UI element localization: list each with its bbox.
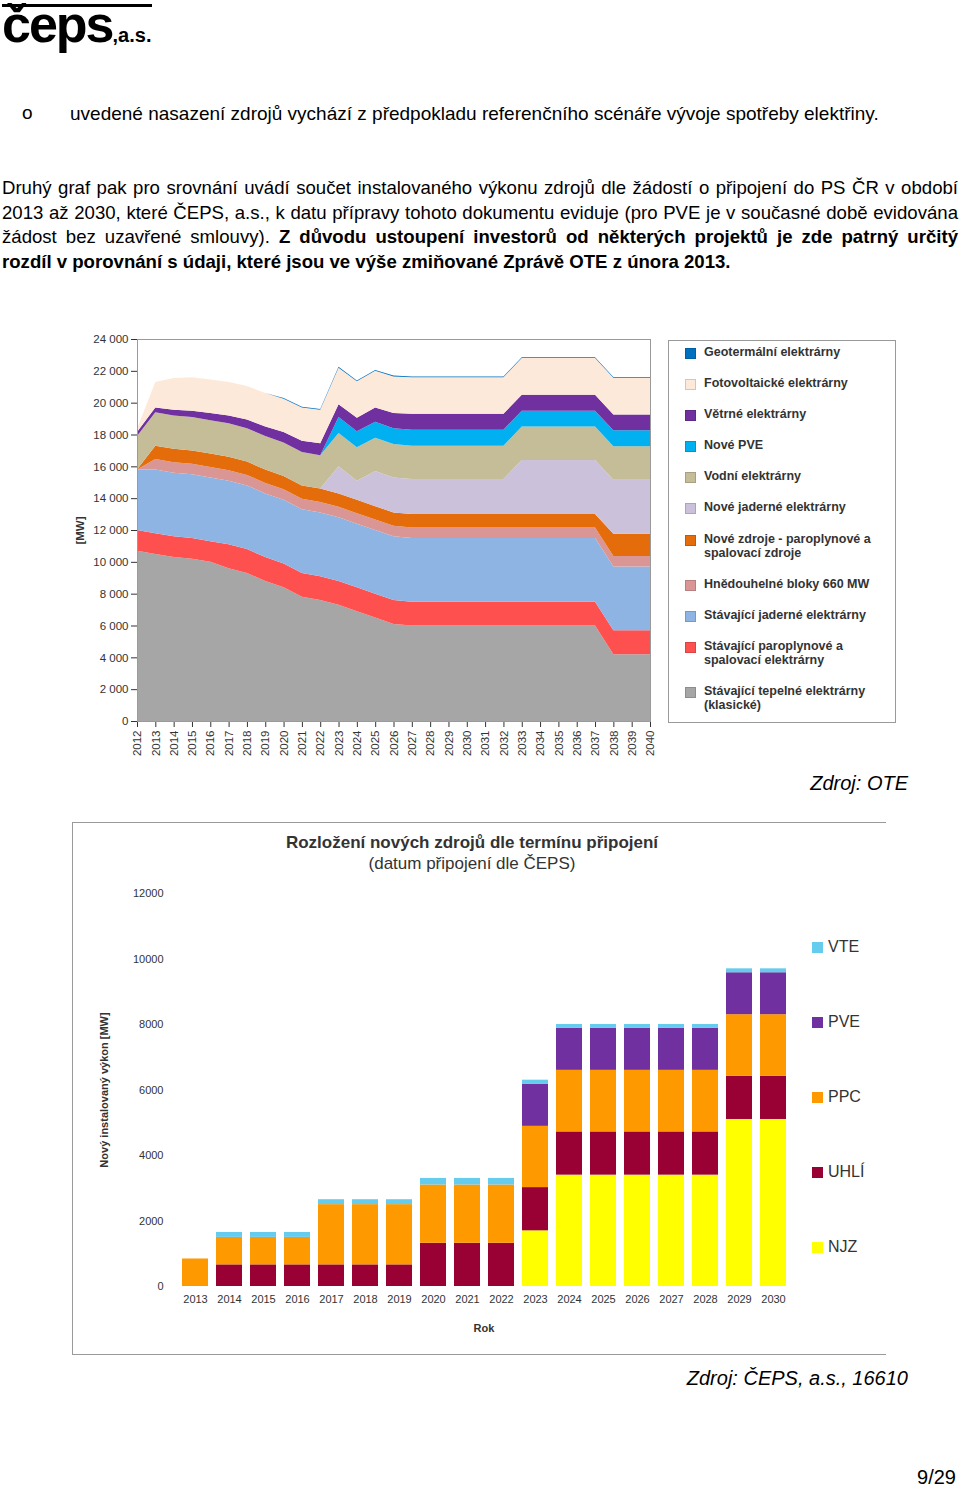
svg-text:2013: 2013	[150, 731, 162, 757]
svg-text:10000: 10000	[133, 953, 164, 965]
svg-text:2016: 2016	[204, 731, 216, 757]
svg-text:2018: 2018	[241, 731, 253, 757]
svg-text:20 000: 20 000	[93, 397, 128, 409]
svg-text:2012: 2012	[131, 731, 143, 757]
svg-text:2026: 2026	[625, 1293, 649, 1305]
svg-text:2014: 2014	[168, 730, 180, 756]
svg-text:2000: 2000	[139, 1215, 163, 1227]
svg-text:Nový instalovaný výkon [MW]: Nový instalovaný výkon [MW]	[98, 1012, 110, 1168]
svg-text:2016: 2016	[285, 1293, 309, 1305]
svg-text:0: 0	[157, 1280, 163, 1292]
svg-text:2040: 2040	[644, 731, 656, 757]
svg-text:2029: 2029	[727, 1293, 751, 1305]
svg-text:2026: 2026	[388, 731, 400, 757]
html-text:UHLÍ: UHLÍ	[828, 1163, 865, 1180]
svg-text:2025: 2025	[591, 1293, 615, 1305]
svg-text:2027: 2027	[406, 731, 418, 757]
html-text:Druhý graf pak pro srovnání uv: Druhý graf pak pro srovnání uvádí součet…	[2, 177, 958, 272]
svg-text:2013: 2013	[183, 1293, 207, 1305]
svg-text:24 000: 24 000	[93, 333, 128, 345]
svg-text:2028: 2028	[693, 1293, 717, 1305]
html-text:Stávající jaderné elektrárny: Stávající jaderné elektrárny	[704, 607, 866, 622]
html-text:Fotovoltaické elektrárny: Fotovoltaické elektrárny	[704, 376, 848, 391]
svg-text:2017: 2017	[319, 1293, 343, 1305]
html-text:Nové zdroje - paroplynové a sp: Nové zdroje - paroplynové a spalovací zd…	[704, 531, 871, 560]
svg-text:2034: 2034	[534, 730, 546, 756]
html-text:Stávající tepelné elektrárny (: Stávající tepelné elektrárny (klasické)	[704, 683, 866, 712]
html-text:Větrné elektrárny: Větrné elektrárny	[704, 407, 807, 422]
svg-text:16 000: 16 000	[93, 461, 128, 473]
svg-text:2 000: 2 000	[100, 683, 129, 695]
html-text:PPC: PPC	[828, 1088, 861, 1105]
svg-text:2028: 2028	[424, 731, 436, 757]
svg-text:8 000: 8 000	[100, 588, 129, 600]
html-text:Rozložení nových zdrojů dle te: Rozložení nových zdrojů dle termínu přip…	[285, 833, 659, 852]
html-text:Stávající paroplynové a spalov: Stávající paroplynové a spalovací elektr…	[704, 638, 843, 667]
svg-text:6 000: 6 000	[100, 620, 129, 632]
html-text:o: o	[22, 102, 33, 123]
svg-text:4 000: 4 000	[100, 652, 129, 664]
svg-text:[MW]: [MW]	[74, 516, 86, 544]
svg-text:2015: 2015	[186, 731, 198, 757]
html-text:Nové PVE: Nové PVE	[704, 438, 764, 453]
svg-text:2023: 2023	[523, 1293, 547, 1305]
html-text:Vodní elektrárny: Vodní elektrárny	[704, 469, 801, 484]
svg-text:2033: 2033	[516, 731, 528, 757]
html-text:Hnědouhelné bloky 660 MW: Hnědouhelné bloky 660 MW	[704, 576, 870, 591]
svg-text:2021: 2021	[296, 731, 308, 757]
svg-text:10 000: 10 000	[93, 556, 128, 568]
svg-text:6000: 6000	[139, 1084, 163, 1096]
svg-text:2015: 2015	[251, 1293, 275, 1305]
html-text:VTE: VTE	[828, 938, 860, 955]
svg-text:4000: 4000	[139, 1149, 163, 1161]
svg-text:0: 0	[122, 715, 128, 727]
html-text:NJZ: NJZ	[828, 1238, 858, 1255]
svg-text:2037: 2037	[589, 731, 601, 757]
html-text:uvedené nasazení zdrojů vycház: uvedené nasazení zdrojů vychází z předpo…	[70, 103, 879, 124]
svg-text:2020: 2020	[421, 1293, 445, 1305]
svg-text:2019: 2019	[259, 731, 271, 757]
svg-text:2036: 2036	[571, 731, 583, 757]
html-text:9/29: 9/29	[917, 1466, 956, 1488]
html-text:PVE: PVE	[828, 1013, 860, 1030]
svg-text:2014: 2014	[217, 1293, 241, 1305]
svg-text:8000: 8000	[139, 1018, 163, 1030]
html-text:Nové jaderné elektrárny: Nové jaderné elektrárny	[704, 500, 846, 515]
svg-text:2021: 2021	[455, 1293, 479, 1305]
svg-text:2025: 2025	[369, 731, 381, 757]
svg-text:2022: 2022	[489, 1293, 513, 1305]
svg-text:2023: 2023	[333, 731, 345, 757]
svg-text:18 000: 18 000	[93, 429, 128, 441]
html-text:,a.s.: ,a.s.	[112, 24, 152, 46]
svg-text:Rok: Rok	[474, 1322, 496, 1334]
svg-text:12000: 12000	[133, 887, 164, 899]
svg-text:2027: 2027	[659, 1293, 683, 1305]
svg-text:2032: 2032	[498, 731, 510, 757]
svg-text:14 000: 14 000	[93, 492, 128, 504]
html-text:Zdroj: ČEPS, a.s., 16610: Zdroj: ČEPS, a.s., 16610	[686, 1367, 908, 1389]
svg-text:2031: 2031	[479, 731, 491, 757]
svg-text:2035: 2035	[553, 731, 565, 757]
svg-text:2038: 2038	[608, 731, 620, 757]
svg-text:2019: 2019	[387, 1293, 411, 1305]
svg-text:12 000: 12 000	[93, 524, 128, 536]
svg-text:2029: 2029	[443, 731, 455, 757]
svg-text:2017: 2017	[223, 731, 235, 757]
svg-text:2030: 2030	[461, 731, 473, 757]
svg-text:2024: 2024	[351, 730, 363, 756]
svg-text:2024: 2024	[557, 1293, 581, 1305]
svg-text:2039: 2039	[626, 731, 638, 757]
html-text:Geotermální elektrárny: Geotermální elektrárny	[704, 345, 841, 359]
svg-text:2018: 2018	[353, 1293, 377, 1305]
html-text:(datum připojení dle ČEPS): (datum připojení dle ČEPS)	[368, 854, 576, 873]
html-text:Zdroj: OTE: Zdroj: OTE	[810, 772, 908, 794]
svg-text:2022: 2022	[314, 731, 326, 757]
svg-text:22 000: 22 000	[93, 365, 128, 377]
svg-text:2030: 2030	[761, 1293, 785, 1305]
svg-text:2020: 2020	[278, 731, 290, 757]
